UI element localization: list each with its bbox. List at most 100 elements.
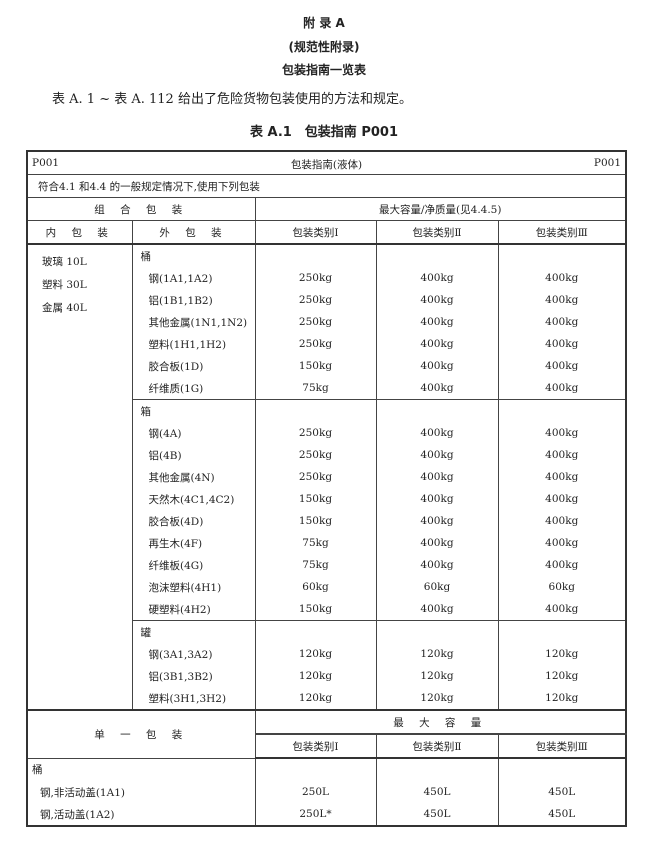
outer-packaging: 其他金属(4N) — [131, 466, 256, 488]
outer-packaging: 再生木(4F) — [131, 532, 256, 554]
outer-packaging: 天然木(4C1,4C2) — [131, 488, 256, 510]
pg2-value: 400kg — [375, 267, 499, 289]
max-cap-header: 最 大 容 量 — [254, 709, 627, 735]
table-row: 钢(3A1,3A2) 120kg 120kg 120kg — [27, 643, 627, 665]
pg3-value: 400kg — [497, 311, 627, 333]
appendix-heading: 包装指南一览表 — [281, 63, 366, 77]
table-row: 泡沫塑料(4H1) 60kg 60kg 60kg — [27, 576, 627, 598]
intro-text: 表 A. 1 ~ 表 A. 112 给出了危险货物包装使用的方法和规定。 — [52, 92, 412, 107]
pg1-value: 75kg — [254, 377, 377, 400]
group-name: 箱 — [131, 399, 256, 422]
outer-packaging: 钢(4A) — [131, 422, 256, 444]
outer-packaging: 胶合板(1D) — [131, 355, 256, 377]
empty-cell — [254, 243, 377, 267]
pg3-value: 60kg — [497, 576, 627, 598]
table-row: 纤维质(1G) 75kg 400kg 400kg — [27, 377, 627, 400]
table-row: 胶合板(4D) 150kg 400kg 400kg — [27, 510, 627, 532]
inner-item: 金属 40L — [42, 302, 87, 314]
code-right: P001 — [593, 157, 621, 169]
single-pg-row: 包装类别Ⅰ 包装类别Ⅱ 包装类别Ⅲ — [27, 733, 627, 759]
outer-packaging: 塑料(3H1,3H2) — [131, 687, 256, 711]
pg3-value: 400kg — [497, 422, 627, 444]
pg2-value: 120kg — [375, 687, 499, 711]
table-row: 再生木(4F) 75kg 400kg 400kg — [27, 532, 627, 554]
single-packaging: 钢,活动盖(1A2) — [26, 803, 256, 827]
outer-packaging: 泡沫塑料(4H1) — [131, 576, 256, 598]
table-row: 纤维板(4G) 75kg 400kg 400kg — [27, 554, 627, 576]
table-row: 其他金属(1N1,1N2) 250kg 400kg 400kg — [27, 311, 627, 333]
empty-cell — [375, 620, 499, 643]
pg3-value: 400kg — [497, 466, 627, 488]
pg3-value: 400kg — [497, 598, 627, 621]
pg1-value: 120kg — [254, 665, 377, 687]
empty-cell — [497, 757, 627, 781]
outer-packaging: 铝(4B) — [131, 444, 256, 466]
pg2-value: 400kg — [375, 355, 499, 377]
pg2-value: 60kg — [375, 576, 499, 598]
pg3-value: 120kg — [497, 643, 627, 665]
table-row: 铝(4B) 250kg 400kg 400kg — [27, 444, 627, 466]
outer-packaging: 硬塑料(4H2) — [131, 598, 256, 621]
outer-packaging: 钢(1A1,1A2) — [131, 267, 256, 289]
group-header-row: 玻璃 10L 塑料 30L 金属 40L 桶 — [26, 243, 627, 711]
inner-header: 内 包 装 — [26, 220, 133, 245]
pg2-value: 450L — [375, 803, 499, 827]
pg3-value: 400kg — [497, 510, 627, 532]
table-row: 铝(1B1,1B2) 250kg 400kg 400kg — [27, 289, 627, 311]
pg3-header: 包装类别Ⅲ — [497, 220, 627, 245]
empty-cell — [254, 399, 377, 422]
code-left: P001 — [32, 157, 60, 169]
table-row: 胶合板(1D) 150kg 400kg 400kg — [27, 355, 627, 377]
inner-packaging-cell: 玻璃 10L 塑料 30L 金属 40L — [26, 243, 133, 711]
pg1-value: 250L* — [254, 803, 377, 827]
table-row: 钢(4A) 250kg 400kg 400kg — [27, 422, 627, 444]
pg1-value: 75kg — [254, 532, 377, 554]
combined-header: 组 合 包 装 — [26, 197, 256, 221]
pg1-value: 250kg — [254, 422, 377, 444]
outer-packaging: 纤维质(1G) — [131, 377, 256, 400]
empty-cell — [497, 243, 627, 267]
outer-packaging: 纤维板(4G) — [131, 554, 256, 576]
general-note: 符合4.1 和4.4 的一般规定情况下,使用下列包装 — [26, 174, 627, 198]
pg3-value: 400kg — [497, 488, 627, 510]
table-row: 钢(1A1,1A2) 250kg 400kg 400kg — [27, 267, 627, 289]
pg1-value: 250L — [254, 781, 377, 803]
pg3-value: 450L — [497, 781, 627, 803]
pg1-value: 60kg — [254, 576, 377, 598]
table-caption: 表 A.1 包装指南 P001 — [249, 125, 398, 140]
outer-packaging: 其他金属(1N1,1N2) — [131, 311, 256, 333]
pg3-value: 400kg — [497, 444, 627, 466]
inner-item: 玻璃 10L — [42, 256, 87, 268]
pg3-value: 400kg — [497, 377, 627, 400]
appendix-subtitle: (规范性附录) — [288, 40, 360, 54]
pg1-value: 150kg — [254, 598, 377, 621]
single-header: 单 一 包 装 — [26, 709, 256, 759]
table-row: 塑料(1H1,1H2) 250kg 400kg 400kg — [27, 333, 627, 355]
pg2-value: 400kg — [375, 444, 499, 466]
pg2-value: 400kg — [375, 311, 499, 333]
pg1-value: 120kg — [254, 687, 377, 711]
pg1-value: 150kg — [254, 488, 377, 510]
pg2-value: 400kg — [375, 289, 499, 311]
empty-cell — [375, 399, 499, 422]
pg2-value: 120kg — [375, 643, 499, 665]
pg1-value: 250kg — [254, 289, 377, 311]
pg1-header: 包装类别Ⅰ — [254, 220, 377, 245]
group-header-row: 箱 — [27, 399, 627, 422]
appendix-title: 附 录 A — [303, 16, 345, 30]
group-header-row: 罐 — [27, 620, 627, 643]
max-net-header: 最大容量/净质量(见4.4.5) — [254, 197, 627, 221]
pg3-value: 400kg — [497, 355, 627, 377]
empty-cell — [497, 620, 627, 643]
outer-packaging: 塑料(1H1,1H2) — [131, 333, 256, 355]
pg1-value: 250kg — [254, 333, 377, 355]
pg2-value: 400kg — [375, 333, 499, 355]
pg3-value: 400kg — [497, 267, 627, 289]
pg2-value: 400kg — [375, 598, 499, 621]
pg1-value: 250kg — [254, 466, 377, 488]
pg2-value: 120kg — [375, 665, 499, 687]
pg1-value: 120kg — [254, 643, 377, 665]
title-row: P001 包装指南(液体) P001 — [26, 150, 627, 175]
table-row: 天然木(4C1,4C2) 150kg 400kg 400kg — [27, 488, 627, 510]
pg2-header: 包装类别Ⅱ — [375, 220, 499, 245]
